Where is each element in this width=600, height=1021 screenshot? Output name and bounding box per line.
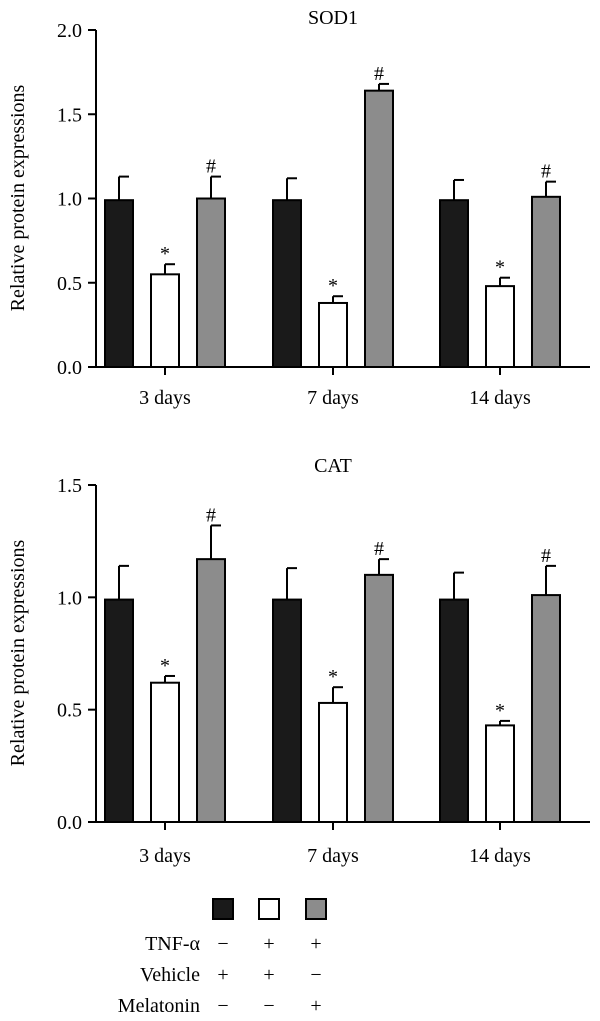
bar-series-1-2 (485, 724, 515, 823)
legend-sign: + (217, 964, 228, 986)
significance-marker: * (495, 257, 505, 279)
legend-row-label: Vehicle (140, 964, 200, 986)
bar-series-1-0 (150, 273, 180, 369)
bar-series-2-2 (531, 195, 561, 368)
bar-series-2-1 (364, 89, 394, 368)
significance-marker: * (160, 655, 170, 677)
significance-marker: # (541, 161, 551, 183)
x-tick-label: 14 days (469, 845, 531, 867)
y-tick-label: 0.5 (57, 273, 82, 295)
significance-marker: * (495, 700, 505, 722)
y-tick-label: 0.0 (57, 357, 82, 379)
bar-series-1-0 (150, 681, 180, 823)
bar-series-0-2 (439, 598, 469, 824)
bar-series-0-1 (272, 598, 302, 824)
bar-series-1-2 (485, 285, 515, 368)
bar-series-2-0 (196, 558, 226, 823)
significance-marker: # (374, 63, 384, 85)
y-tick-label: 2.0 (57, 20, 82, 42)
legend: TNF-α − + +Vehicle + + −Melatonin − − + (118, 898, 327, 1017)
legend-sign: + (263, 964, 274, 986)
bar-series-2-1 (364, 573, 394, 823)
bar-series-0-0 (104, 199, 134, 368)
bar-series-2-0 (196, 197, 226, 368)
x-tick-label: 7 days (307, 845, 359, 867)
legend-row-label: Melatonin (118, 995, 200, 1017)
y-tick-label: 1.0 (57, 189, 82, 211)
bar-series-1-1 (318, 701, 348, 824)
bar-series-0-0 (104, 598, 134, 824)
bar-series-2-2 (531, 594, 561, 823)
significance-marker: # (541, 545, 551, 567)
legend-swatch-0 (212, 898, 234, 920)
legend-sign: − (217, 995, 228, 1017)
legend-sign: + (310, 933, 321, 955)
bar-series-1-1 (318, 301, 348, 368)
chart-title: CAT (314, 455, 352, 477)
bar-series-0-1 (272, 199, 302, 368)
y-tick-label: 0.0 (57, 812, 82, 834)
x-tick-label: 7 days (307, 387, 359, 409)
legend-sign: + (263, 933, 274, 955)
significance-marker: # (374, 538, 384, 560)
y-axis-label: Relative protein expressions (7, 84, 29, 311)
chart-title: SOD1 (308, 7, 358, 29)
legend-sign: − (310, 964, 321, 986)
y-tick-label: 1.5 (57, 104, 82, 126)
significance-marker: * (328, 666, 338, 688)
legend-sign: − (217, 933, 228, 955)
legend-sign: + (310, 995, 321, 1017)
legend-swatch-2 (305, 898, 327, 920)
y-tick-label: 1.0 (57, 587, 82, 609)
chart-sod1: SOD1 Relative protein expressions 0.0 0.5 1.… (7, 7, 590, 409)
legend-sign: − (263, 995, 274, 1017)
significance-marker: # (206, 504, 216, 526)
y-axis-label: Relative protein expressions (7, 539, 29, 766)
legend-swatch-1 (258, 898, 280, 920)
y-tick-label: 1.5 (57, 475, 82, 497)
significance-marker: * (160, 243, 170, 265)
x-tick-label: 3 days (139, 387, 191, 409)
chart-cat: CAT Relative protein expressions 0.0 0.5 1.0… (7, 455, 590, 867)
bar-series-0-2 (439, 199, 469, 368)
y-tick-label: 0.5 (57, 700, 82, 722)
x-tick-label: 3 days (139, 845, 191, 867)
significance-marker: * (328, 275, 338, 297)
significance-marker: # (206, 156, 216, 178)
x-tick-label: 14 days (469, 387, 531, 409)
legend-row-label: TNF-α (145, 933, 200, 955)
